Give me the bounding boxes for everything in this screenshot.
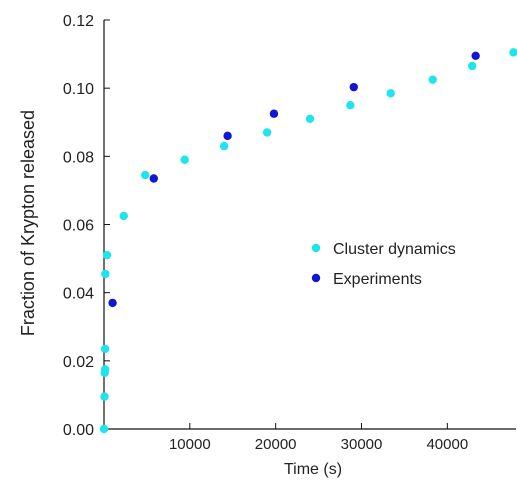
cluster-dynamics-point <box>119 211 128 221</box>
cluster-dynamics-point <box>262 128 272 137</box>
cluster-dynamics-point <box>102 250 112 260</box>
y-tick-label: 0.08 <box>63 149 94 166</box>
y-tick-label: 0.04 <box>63 286 94 303</box>
legend-marker-experiments <box>311 273 321 283</box>
x-tick-label: 10000 <box>169 436 211 453</box>
cluster-dynamics-point <box>509 48 517 57</box>
experiments-point <box>223 131 232 141</box>
y-tick-label: 0.02 <box>63 354 94 371</box>
cluster-dynamics-point <box>468 61 477 71</box>
y-axis-label: Fraction of Krypton released <box>18 110 38 336</box>
cluster-dynamics-point <box>141 170 150 180</box>
cluster-dynamics-point <box>101 269 110 279</box>
points-layer <box>99 48 517 434</box>
legend-label-experiments: Experiments <box>333 271 422 288</box>
experiments-point <box>108 298 117 308</box>
axes-layer <box>103 20 516 430</box>
cluster-dynamics-point <box>305 114 315 124</box>
legend-label-cluster-dynamics: Cluster dynamics <box>333 241 456 258</box>
experiments-point <box>471 51 480 60</box>
y-tick-label: 0.12 <box>63 13 94 30</box>
ticks-layer: 0.00 0.02 0.04 0.06 0.08 0.10 0.12 10000 20000 30… <box>63 13 468 453</box>
x-tick-label: 20000 <box>255 436 297 453</box>
x-tick-label: 40000 <box>426 436 468 453</box>
cluster-dynamics-point <box>100 344 110 354</box>
y-tick-label: 0.00 <box>63 422 94 439</box>
y-tick-label: 0.10 <box>63 81 94 98</box>
x-axis-label: Time (s) <box>284 461 342 478</box>
x-tick-label: 30000 <box>341 436 383 453</box>
experiments-point <box>149 174 158 183</box>
cluster-dynamics-point <box>346 101 355 110</box>
cluster-dynamics-point <box>100 365 110 374</box>
y-tick-label: 0.06 <box>63 218 94 235</box>
cluster-dynamics-point <box>100 392 109 401</box>
experiments-point <box>269 109 279 118</box>
cluster-dynamics-point <box>428 75 437 84</box>
legend-marker-cluster-dynamics <box>311 243 321 253</box>
cluster-dynamics-point <box>99 424 109 434</box>
cluster-dynamics-point <box>386 89 395 98</box>
cluster-dynamics-point <box>219 141 229 151</box>
experiments-point <box>349 82 358 92</box>
cluster-dynamics-point <box>180 155 189 164</box>
legend: Cluster dynamics Experiments <box>311 241 456 288</box>
